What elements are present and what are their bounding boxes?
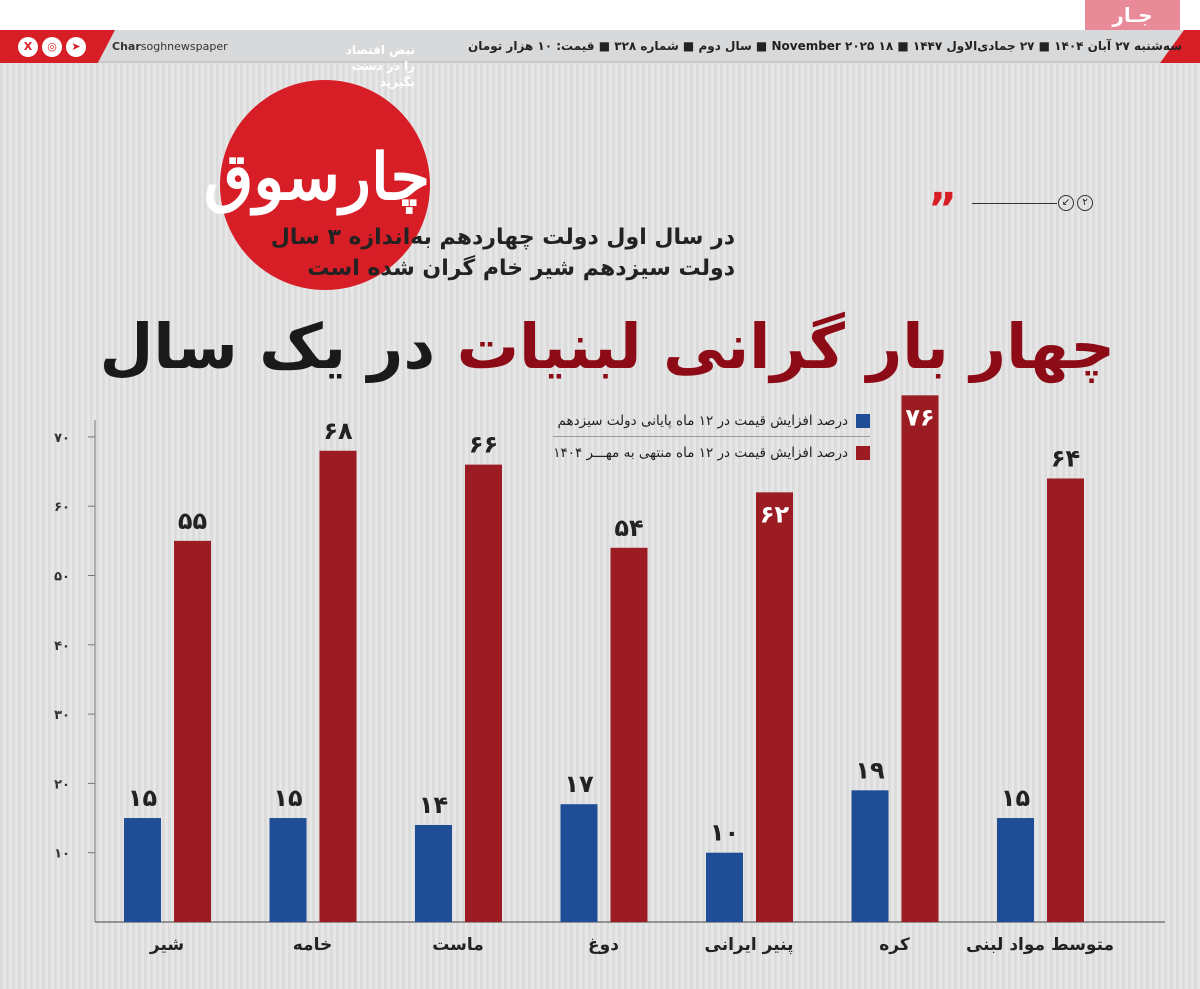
handle-rest: soghnewspaper bbox=[140, 40, 228, 53]
data-label: ۱۴ bbox=[419, 791, 448, 819]
category-label: پنیر ایرانی bbox=[705, 935, 794, 955]
headline: چهار بار گرانی لبنیات در یک سال bbox=[100, 305, 1115, 389]
data-label: ۶۴ bbox=[1051, 444, 1080, 472]
data-label: ۵۴ bbox=[614, 514, 643, 542]
bar-red bbox=[610, 547, 648, 922]
telegram-icon[interactable]: ➤ bbox=[66, 37, 86, 57]
legend-label: درصد افزایش قیمت در ۱۲ ماه پایانی دولت س… bbox=[557, 412, 848, 429]
newspaper-logo: چارسوق bbox=[203, 80, 430, 290]
arrow-icon: ↙ bbox=[1058, 195, 1074, 211]
instagram-icon[interactable]: ◎ bbox=[42, 37, 62, 57]
section-tab: جـار bbox=[1085, 0, 1180, 30]
data-label: ۱۹ bbox=[855, 756, 885, 784]
bar-blue bbox=[997, 818, 1034, 922]
divider bbox=[972, 203, 1057, 204]
data-label: ۵۵ bbox=[178, 507, 207, 535]
bar-blue bbox=[560, 804, 598, 922]
headline-black: در یک سال bbox=[99, 310, 436, 383]
bar-red bbox=[174, 540, 211, 922]
category-label: متوسط مواد لبنی bbox=[966, 935, 1114, 955]
data-label: ۶۶ bbox=[469, 431, 498, 459]
tagline: نبض اقتصاد را در دست بگیرید bbox=[345, 43, 415, 89]
social-handle: Charsoghnewspaper bbox=[112, 40, 228, 53]
chart-legend: درصد افزایش قیمت در ۱۲ ماه پایانی دولت س… bbox=[553, 405, 870, 469]
y-tick-label: ۶۰ bbox=[54, 500, 70, 515]
bar-blue bbox=[706, 852, 743, 922]
data-label: ۱۵ bbox=[128, 784, 157, 812]
data-label: ۱۰ bbox=[710, 819, 739, 847]
y-tick-label: ۱۰ bbox=[54, 847, 70, 862]
subtitle: در سال اول دولت چهاردهم به‌اندازه ۳ سال … bbox=[271, 222, 735, 284]
bar-blue bbox=[415, 824, 452, 922]
info-bar bbox=[0, 30, 1200, 63]
y-tick-label: ۷۰ bbox=[54, 431, 70, 446]
legend-item: درصد افزایش قیمت در ۱۲ ماه منتهی به مهــ… bbox=[553, 437, 870, 469]
bar-red bbox=[756, 492, 793, 922]
y-tick-label: ۴۰ bbox=[54, 639, 70, 654]
y-tick-label: ۵۰ bbox=[54, 570, 70, 585]
data-label: ۷۶ bbox=[905, 403, 934, 431]
bar-blue bbox=[124, 818, 161, 922]
quote-icon: ” bbox=[928, 184, 957, 235]
category-label: شیر bbox=[149, 935, 184, 955]
page-badge: ۲ bbox=[1077, 195, 1093, 211]
top-bar bbox=[0, 0, 1200, 30]
legend-swatch-red bbox=[856, 446, 870, 460]
category-label: دوغ bbox=[588, 935, 619, 955]
legend-swatch-blue bbox=[856, 413, 870, 428]
subtitle-line: دولت سیزدهم شیر خام گران شده است bbox=[307, 256, 735, 281]
data-label: ۱۵ bbox=[273, 784, 302, 812]
data-label: ۱۷ bbox=[564, 770, 594, 798]
x-icon[interactable]: X bbox=[18, 37, 38, 57]
category-label: کره bbox=[879, 935, 910, 955]
legend-label: درصد افزایش قیمت در ۱۲ ماه منتهی به مهــ… bbox=[553, 445, 848, 461]
legend-item: درصد افزایش قیمت در ۱۲ ماه پایانی دولت س… bbox=[553, 405, 870, 437]
bar-red bbox=[319, 450, 357, 922]
handle-bold: Char bbox=[112, 40, 141, 53]
bar-red bbox=[465, 464, 502, 922]
y-tick-label: ۲۰ bbox=[54, 777, 70, 792]
data-label: ۶۸ bbox=[323, 417, 353, 445]
bar-blue bbox=[851, 790, 889, 922]
bar-red bbox=[901, 395, 939, 922]
logo-text: چارسوق bbox=[203, 140, 430, 215]
category-label: خامه bbox=[293, 935, 332, 955]
subtitle-line: در سال اول دولت چهاردهم به‌اندازه ۳ سال bbox=[270, 225, 735, 250]
bar-blue bbox=[269, 818, 307, 922]
category-label: ماست bbox=[432, 935, 484, 955]
data-label: ۶۲ bbox=[760, 500, 790, 528]
headline-red: چهار بار گرانی لبنیات bbox=[456, 310, 1115, 383]
dateline: سه‌شنبه ۲۷ آبان ۱۴۰۴ ■ ۲۷ جمادی‌الاول ۱۴… bbox=[468, 39, 1182, 53]
bar-red bbox=[1047, 478, 1084, 922]
y-tick-label: ۳۰ bbox=[54, 708, 70, 723]
data-label: ۱۵ bbox=[1001, 784, 1030, 812]
